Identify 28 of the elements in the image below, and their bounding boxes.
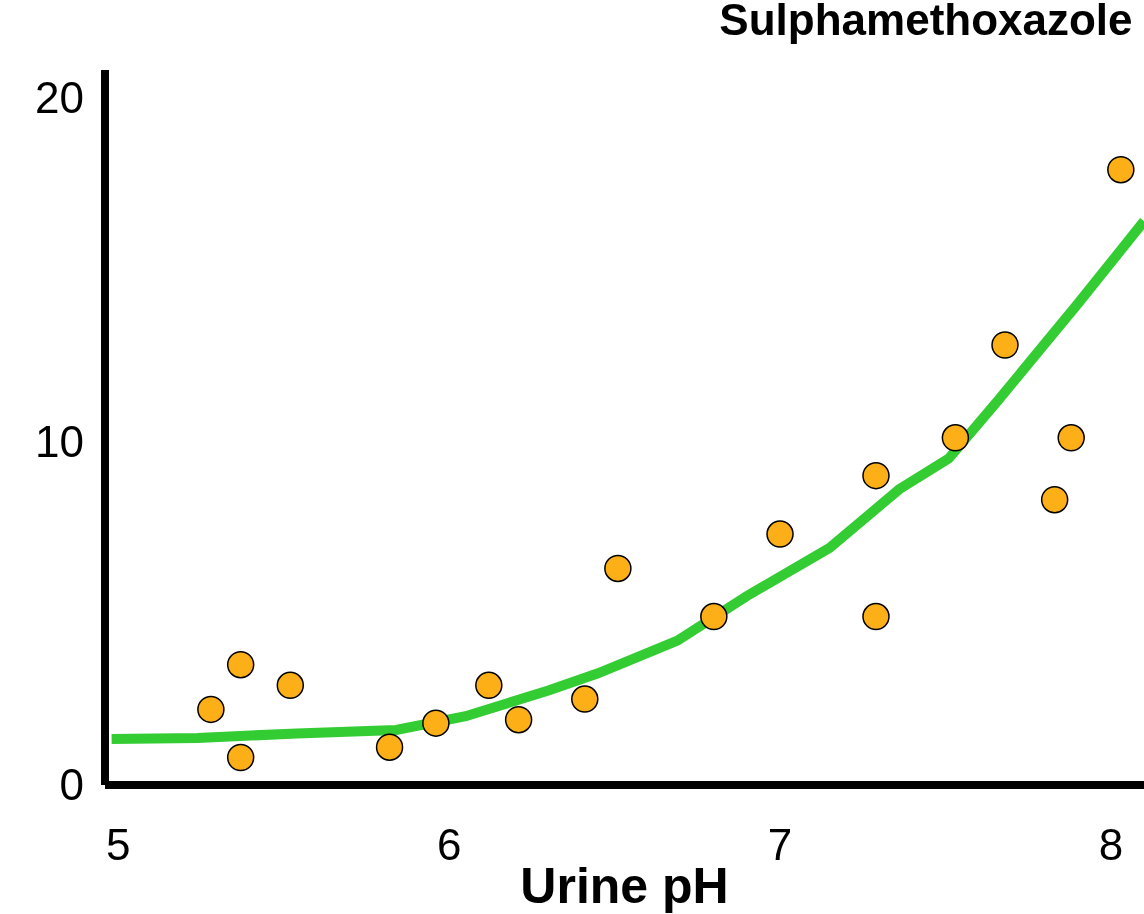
- point: [375, 733, 404, 761]
- x-tick-label: 8: [1098, 820, 1124, 869]
- point: [700, 602, 728, 631]
- point: [991, 331, 1019, 359]
- point: [862, 461, 890, 490]
- x-axis-title: Urine pH: [520, 858, 729, 914]
- point: [571, 685, 599, 713]
- point: [766, 520, 794, 548]
- point: [862, 602, 890, 631]
- point: [226, 743, 255, 772]
- point: [276, 671, 305, 700]
- point: [226, 650, 255, 679]
- x-tick-label: 5: [106, 820, 131, 869]
- y-tick-label: 0: [59, 760, 84, 810]
- y-tick-label: 20: [35, 72, 84, 122]
- x-tick-label: 6: [436, 820, 462, 869]
- x-tick-label: 7: [767, 820, 793, 869]
- point: [504, 705, 533, 734]
- chart-title: Sulphamethoxazole: [719, 0, 1133, 45]
- y-tick-label: 10: [35, 416, 84, 466]
- point: [197, 695, 225, 724]
- point: [1107, 155, 1135, 184]
- point: [475, 671, 503, 700]
- point: [604, 554, 632, 583]
- point: [941, 424, 970, 452]
- point: [1040, 485, 1069, 514]
- point: [422, 709, 450, 737]
- point: [1057, 424, 1085, 452]
